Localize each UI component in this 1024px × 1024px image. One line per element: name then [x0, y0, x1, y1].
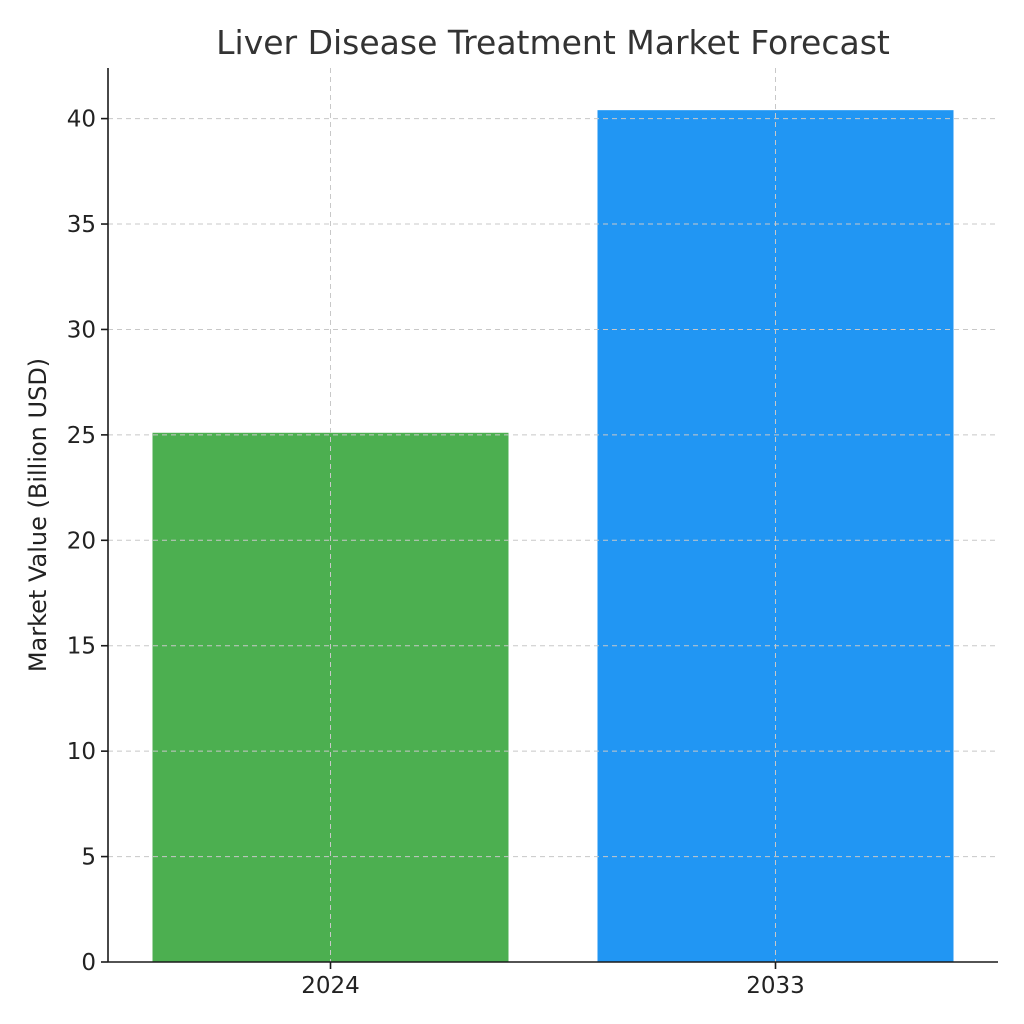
y-tick-label: 15 [67, 634, 96, 660]
y-tick-label: 20 [67, 528, 96, 554]
y-tick-label: 30 [67, 317, 96, 343]
y-tick-label: 25 [67, 423, 96, 449]
y-tick-label: 10 [67, 739, 96, 765]
y-tick-label: 40 [67, 107, 96, 133]
axes [107, 68, 998, 963]
y-tick-label: 0 [81, 950, 96, 976]
y-tick-label: 5 [81, 845, 96, 871]
y-tick-label: 35 [67, 212, 96, 238]
tick-labels: 0 5 10 15 20 25 30 35 40 2024 2033 [67, 107, 805, 999]
x-tick-label: 2024 [301, 973, 360, 999]
grid-lines [108, 68, 998, 962]
bars [152, 110, 954, 963]
y-axis-label: Market Value (Billion USD) [24, 358, 52, 672]
chart-title: Liver Disease Treatment Market Forecast [216, 23, 890, 62]
x-tick-label: 2033 [746, 973, 805, 999]
